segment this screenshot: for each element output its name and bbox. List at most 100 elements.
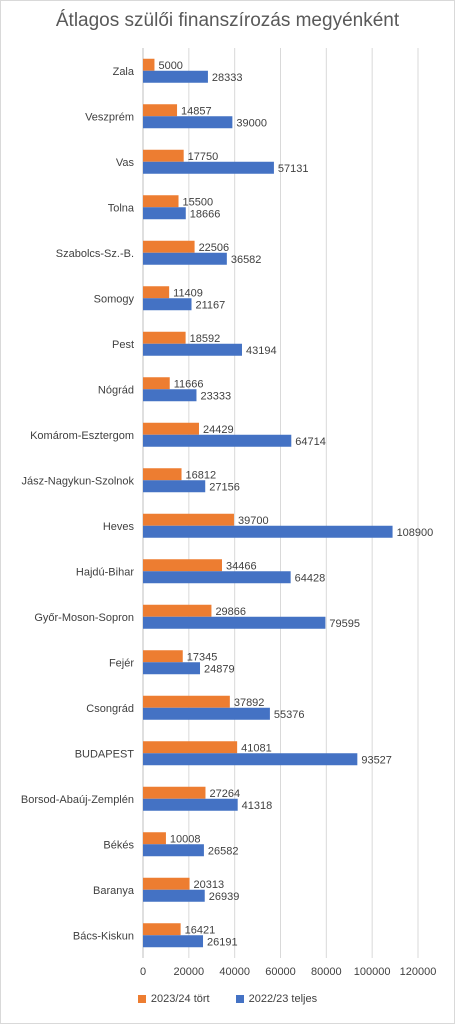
- data-label: 16421: [185, 924, 216, 936]
- category-label: Pest: [112, 339, 134, 351]
- category-label: Szabolcs-Sz.-B.: [56, 248, 134, 260]
- bar-2023-24: [143, 650, 183, 663]
- bar-2022-23: [143, 525, 393, 538]
- category-label: Tolna: [108, 202, 135, 214]
- bar-2023-24: [143, 377, 170, 390]
- legend-swatch-orange: [137, 995, 146, 1003]
- data-label: 16812: [186, 469, 217, 481]
- bar-2023-24: [143, 58, 155, 71]
- bar-2022-23: [143, 889, 205, 902]
- data-label: 22506: [199, 242, 230, 254]
- data-label: 20313: [194, 879, 225, 891]
- data-label: 108900: [397, 527, 434, 539]
- data-label: 18666: [190, 208, 221, 220]
- bar-2023-24: [143, 286, 170, 299]
- bar-2022-23: [143, 161, 274, 174]
- data-label: 10008: [170, 833, 201, 845]
- bar-2022-23: [143, 70, 208, 83]
- bar-2023-24: [143, 331, 186, 344]
- x-tick-label: 0: [140, 966, 146, 978]
- bar-2023-24: [143, 832, 166, 845]
- data-label: 57131: [278, 163, 309, 175]
- category-label: Veszprém: [85, 111, 134, 123]
- data-label: 93527: [361, 754, 392, 766]
- bar-2023-24: [143, 604, 212, 617]
- bar-2023-24: [143, 877, 190, 890]
- data-label: 28333: [212, 72, 243, 84]
- data-label: 37892: [234, 697, 265, 709]
- category-label: Bács-Kiskun: [73, 930, 134, 942]
- data-label: 26939: [209, 891, 240, 903]
- category-label: Békés: [103, 839, 134, 851]
- bar-2023-24: [143, 149, 184, 162]
- bar-2022-23: [143, 298, 192, 311]
- bar-2022-23: [143, 707, 270, 720]
- data-label: 43194: [246, 345, 277, 357]
- data-label: 26582: [208, 845, 239, 857]
- bar-2023-24: [143, 923, 181, 936]
- bar-2023-24: [143, 741, 238, 754]
- data-label: 26191: [207, 936, 238, 948]
- data-label: 24879: [204, 663, 235, 675]
- data-label: 24429: [203, 424, 234, 436]
- data-label: 11409: [173, 287, 203, 299]
- data-label: 39700: [238, 515, 269, 527]
- bar-2023-24: [143, 104, 178, 117]
- bar-2022-23: [143, 116, 233, 129]
- category-label: Hajdú-Bihar: [76, 566, 134, 578]
- bar-2022-23: [143, 207, 186, 220]
- bar-2022-23: [143, 798, 238, 811]
- x-tick-label: 20000: [174, 966, 205, 978]
- legend-item-2023-24: 2023/24 tört: [137, 993, 210, 1005]
- category-label: Jász-Nagykun-Szolnok: [22, 475, 135, 487]
- data-label: 23333: [200, 390, 231, 402]
- data-label: 64714: [295, 436, 326, 448]
- bar-2022-23: [143, 753, 358, 766]
- bar-2023-24: [143, 422, 199, 435]
- x-tick-label: 60000: [265, 966, 296, 978]
- data-label: 55376: [274, 709, 305, 721]
- data-label: 17345: [187, 651, 218, 663]
- bar-2023-24: [143, 786, 206, 799]
- data-label: 17750: [188, 151, 219, 163]
- category-label: Győr-Moson-Sopron: [34, 612, 134, 624]
- bar-2022-23: [143, 571, 291, 584]
- chart-title: Átlagos szülői finanszírozás megyénként: [55, 10, 400, 31]
- bar-2023-24: [143, 240, 195, 253]
- bar-2022-23: [143, 844, 204, 857]
- data-label: 21167: [196, 299, 226, 311]
- data-label: 15500: [183, 196, 214, 208]
- category-label: Zala: [113, 66, 135, 78]
- bar-2023-24: [143, 695, 230, 708]
- data-label: 5000: [158, 60, 182, 72]
- legend-item-2022-23: 2022/23 teljes: [235, 993, 317, 1005]
- category-label: Somogy: [94, 293, 135, 305]
- data-label: 27264: [209, 788, 240, 800]
- category-label: Vas: [116, 157, 135, 169]
- data-label: 18592: [190, 333, 221, 345]
- bar-2022-23: [143, 252, 227, 265]
- x-tick-label: 80000: [311, 966, 342, 978]
- x-tick-label: 100000: [354, 966, 391, 978]
- data-label: 27156: [209, 481, 240, 493]
- bar-2023-24: [143, 468, 182, 481]
- category-label: Baranya: [93, 885, 135, 897]
- data-label: 11666: [174, 378, 204, 390]
- x-tick-label: 40000: [219, 966, 250, 978]
- bar-2023-24: [143, 513, 234, 526]
- category-label: Nógrád: [98, 384, 134, 396]
- category-label: Fejér: [109, 657, 134, 669]
- bar-2023-24: [143, 559, 222, 572]
- data-label: 64428: [295, 572, 326, 584]
- category-label: Csongrád: [86, 703, 134, 715]
- bar-2022-23: [143, 343, 242, 356]
- data-label: 34466: [226, 560, 257, 572]
- bar-2022-23: [143, 616, 326, 629]
- bar-2022-23: [143, 434, 292, 447]
- data-label: 14857: [181, 105, 212, 117]
- category-label: Heves: [103, 521, 135, 533]
- legend-label-2023-24: 2023/24 tört: [150, 993, 210, 1005]
- data-label: 29866: [215, 606, 246, 618]
- data-label: 39000: [236, 117, 267, 129]
